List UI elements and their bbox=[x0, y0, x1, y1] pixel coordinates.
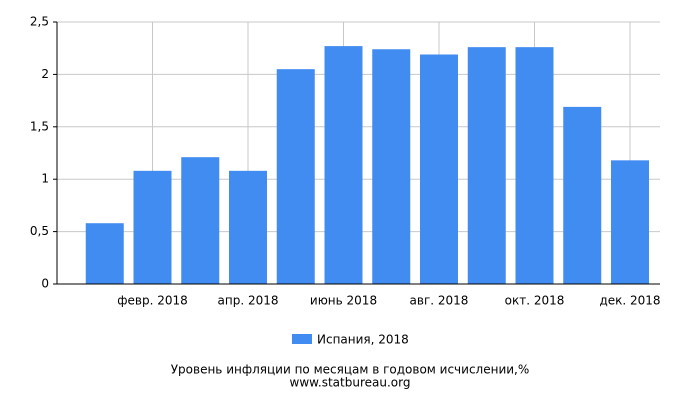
x-tick-label: июнь 2018 bbox=[310, 294, 377, 308]
bar bbox=[229, 170, 267, 284]
y-tick-label: 0 bbox=[41, 277, 49, 291]
y-tick-label: 1 bbox=[41, 172, 49, 186]
bar bbox=[85, 223, 124, 284]
x-tick-label: февр. 2018 bbox=[117, 294, 188, 308]
x-tick-label: окт. 2018 bbox=[505, 294, 565, 308]
bar bbox=[467, 47, 506, 284]
x-tick-label: апр. 2018 bbox=[218, 294, 279, 308]
bar bbox=[420, 54, 458, 284]
bar bbox=[276, 69, 315, 284]
bar bbox=[324, 46, 363, 284]
y-tick-label: 0,5 bbox=[30, 224, 49, 238]
bar bbox=[133, 170, 172, 284]
bar bbox=[372, 49, 411, 284]
x-tick-label: авг. 2018 bbox=[410, 294, 469, 308]
x-tick-label: дек. 2018 bbox=[599, 294, 660, 308]
bar bbox=[563, 106, 602, 284]
bar bbox=[181, 157, 220, 284]
bar bbox=[611, 160, 649, 284]
chart-title: Уровень инфляции по месяцам в годовом ис… bbox=[171, 363, 530, 377]
legend-swatch bbox=[292, 334, 312, 344]
y-tick-label: 2,5 bbox=[30, 15, 49, 29]
source: www.statbureau.org bbox=[290, 376, 411, 390]
y-tick-label: 1,5 bbox=[30, 119, 49, 133]
legend-label: Испания, 2018 bbox=[317, 333, 409, 347]
bar bbox=[515, 47, 554, 284]
y-tick-label: 2 bbox=[41, 67, 49, 81]
